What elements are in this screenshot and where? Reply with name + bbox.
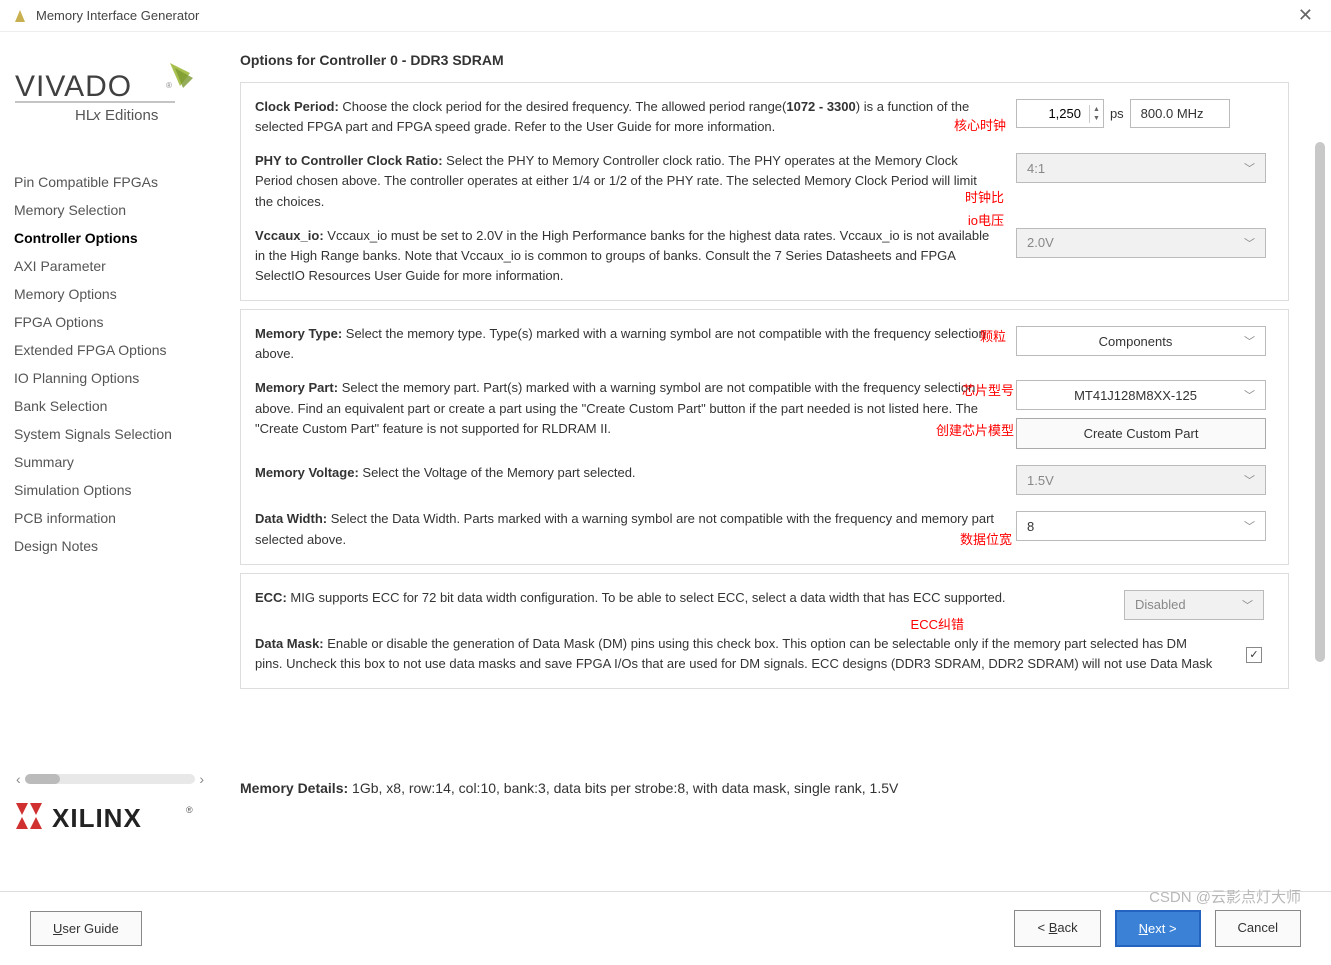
svg-text:Editions: Editions: [105, 107, 158, 124]
app-icon: [12, 8, 28, 24]
chevron-down-icon: ﹀: [1244, 387, 1255, 403]
chevron-down-icon: ﹀: [1242, 597, 1253, 613]
mem-voltage-select[interactable]: 1.5V﹀: [1016, 465, 1266, 495]
close-icon[interactable]: ✕: [1292, 5, 1319, 26]
back-button[interactable]: < Back: [1014, 910, 1100, 947]
sidebar-item[interactable]: Memory Selection: [10, 196, 210, 224]
sidebar-item[interactable]: Bank Selection: [10, 392, 210, 420]
vertical-scrollbar[interactable]: [1315, 142, 1325, 822]
cancel-button[interactable]: Cancel: [1215, 910, 1301, 947]
svg-text:VIVADO: VIVADO: [15, 70, 132, 103]
ecc-desc: ECC: MIG supports ECC for 72 bit data wi…: [255, 588, 1124, 620]
mem-part-select[interactable]: MT41J128M8XX-125﹀: [1016, 380, 1266, 410]
vivado-logo: VIVADO ® HL x Editions: [10, 48, 210, 168]
chevron-down-icon: ﹀: [1244, 333, 1255, 349]
content-area: Options for Controller 0 - DDR3 SDRAM Cl…: [210, 32, 1331, 842]
sidebar-item[interactable]: System Signals Selection: [10, 420, 210, 448]
annot-mempart: 芯片型号: [962, 380, 1014, 399]
sidebar: VIVADO ® HL x Editions Pin Compatible FP…: [0, 32, 210, 842]
clock-period-spinner[interactable]: ▲▼: [1016, 99, 1104, 128]
chevron-down-icon: ﹀: [1244, 160, 1255, 176]
chevron-down-icon: ﹀: [1244, 472, 1255, 488]
clock-period-desc: Clock Period: Choose the clock period fo…: [255, 97, 1016, 137]
annot-ecc: ECC纠错: [911, 614, 964, 633]
scroll-right-icon[interactable]: ›: [199, 771, 204, 787]
annot-datawidth: 数据位宽: [960, 529, 1012, 548]
create-custom-part-button[interactable]: Create Custom Part: [1016, 418, 1266, 449]
mem-part-desc: Memory Part: Select the memory part. Par…: [255, 378, 1016, 449]
group-memory: Memory Type: Select the memory type. Typ…: [240, 309, 1289, 565]
annot-vccaux: io电压: [968, 210, 1004, 229]
annot-phy: 时钟比: [965, 187, 1004, 206]
nav-list: Pin Compatible FPGAsMemory SelectionCont…: [10, 168, 210, 767]
sidebar-item[interactable]: FPGA Options: [10, 308, 210, 336]
annot-membtn: 创建芯片模型: [936, 420, 1014, 439]
vccaux-select[interactable]: 2.0V﹀: [1016, 228, 1266, 258]
xilinx-logo: XILINX ®: [10, 791, 210, 842]
clock-period-input[interactable]: [1017, 100, 1089, 127]
data-width-desc: Data Width: Select the Data Width. Parts…: [255, 509, 1016, 549]
footer: User Guide < Back Next > Cancel: [0, 891, 1331, 965]
sidebar-item[interactable]: Pin Compatible FPGAs: [10, 168, 210, 196]
phy-ratio-select[interactable]: 4:1﹀: [1016, 153, 1266, 183]
ecc-select[interactable]: Disabled﹀: [1124, 590, 1264, 620]
next-button[interactable]: Next >: [1115, 910, 1201, 947]
data-width-select[interactable]: 8﹀: [1016, 511, 1266, 541]
svg-text:x: x: [92, 107, 101, 124]
data-mask-checkbox[interactable]: ✓: [1246, 647, 1262, 663]
mem-voltage-desc: Memory Voltage: Select the Voltage of th…: [255, 463, 1016, 495]
sidebar-item[interactable]: IO Planning Options: [10, 364, 210, 392]
svg-text:XILINX: XILINX: [52, 803, 142, 833]
window-title: Memory Interface Generator: [36, 8, 199, 23]
svg-text:®: ®: [186, 805, 193, 815]
user-guide-button[interactable]: User Guide: [30, 911, 142, 946]
vccaux-desc: Vccaux_io: Vccaux_io must be set to 2.0V…: [255, 226, 1016, 286]
sidebar-item[interactable]: Simulation Options: [10, 476, 210, 504]
memory-details: Memory Details: 1Gb, x8, row:14, col:10,…: [240, 778, 1307, 796]
clock-freq-display: 800.0 MHz: [1130, 99, 1230, 128]
spin-up-icon[interactable]: ▲: [1090, 105, 1103, 114]
sidebar-item[interactable]: Memory Options: [10, 280, 210, 308]
mem-type-select[interactable]: Components﹀: [1016, 326, 1266, 356]
spin-down-icon[interactable]: ▼: [1090, 114, 1103, 123]
data-mask-desc: Data Mask: Enable or disable the generat…: [255, 634, 1234, 674]
svg-text:®: ®: [166, 81, 172, 90]
svg-text:HL: HL: [75, 107, 94, 124]
titlebar: Memory Interface Generator ✕: [0, 0, 1331, 32]
sidebar-item[interactable]: Design Notes: [10, 532, 210, 560]
page-title: Options for Controller 0 - DDR3 SDRAM: [240, 52, 1307, 68]
sidebar-item[interactable]: PCB information: [10, 504, 210, 532]
mem-type-desc: Memory Type: Select the memory type. Typ…: [255, 324, 1016, 364]
scroll-left-icon[interactable]: ‹: [16, 771, 21, 787]
sidebar-item[interactable]: Extended FPGA Options: [10, 336, 210, 364]
annot-clock: 核心时钟: [954, 115, 1006, 134]
sidebar-item[interactable]: Controller Options: [10, 224, 210, 252]
sidebar-item[interactable]: Summary: [10, 448, 210, 476]
sidebar-scrollbar[interactable]: ‹ ›: [10, 767, 210, 791]
group-clock: Clock Period: Choose the clock period fo…: [240, 82, 1289, 301]
clock-period-unit: ps: [1110, 106, 1124, 121]
chevron-down-icon: ﹀: [1244, 235, 1255, 251]
chevron-down-icon: ﹀: [1244, 518, 1255, 534]
annot-memtype: 颗粒: [980, 326, 1006, 345]
group-ecc: ECC: MIG supports ECC for 72 bit data wi…: [240, 573, 1289, 689]
phy-ratio-desc: PHY to Controller Clock Ratio: Select th…: [255, 151, 1016, 211]
sidebar-item[interactable]: AXI Parameter: [10, 252, 210, 280]
